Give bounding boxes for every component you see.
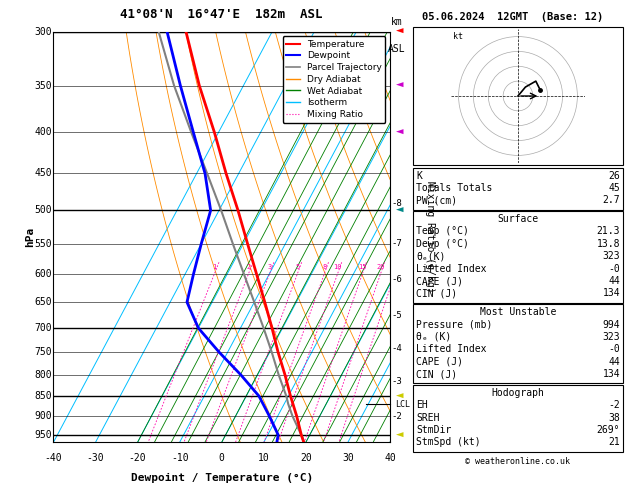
Text: 20: 20 <box>300 452 312 463</box>
Text: ◄: ◄ <box>396 429 403 441</box>
Text: 13.8: 13.8 <box>597 239 620 249</box>
Text: 10: 10 <box>258 452 270 463</box>
Text: 15: 15 <box>358 264 367 270</box>
Text: © weatheronline.co.uk: © weatheronline.co.uk <box>465 457 571 466</box>
Text: StmSpd (kt): StmSpd (kt) <box>416 437 481 448</box>
Text: Mixing Ratio (g/kg): Mixing Ratio (g/kg) <box>425 181 435 293</box>
Text: 44: 44 <box>608 357 620 367</box>
Text: K: K <box>416 171 422 181</box>
Text: -0: -0 <box>608 263 620 274</box>
Text: -4: -4 <box>392 344 403 353</box>
Text: Most Unstable: Most Unstable <box>480 307 556 317</box>
Text: 650: 650 <box>34 297 52 307</box>
Text: CAPE (J): CAPE (J) <box>416 276 464 286</box>
Text: 450: 450 <box>34 169 52 178</box>
Text: 600: 600 <box>34 269 52 279</box>
Text: 134: 134 <box>603 289 620 298</box>
Text: -30: -30 <box>87 452 104 463</box>
Text: -10: -10 <box>171 452 189 463</box>
Text: 750: 750 <box>34 347 52 357</box>
Text: 3: 3 <box>267 264 272 270</box>
Text: CIN (J): CIN (J) <box>416 289 457 298</box>
Text: 269°: 269° <box>597 425 620 435</box>
Text: Pressure (mb): Pressure (mb) <box>416 320 493 330</box>
Text: -6: -6 <box>392 276 403 284</box>
Text: StmDir: StmDir <box>416 425 452 435</box>
Text: 550: 550 <box>34 239 52 249</box>
Text: 2.7: 2.7 <box>603 195 620 206</box>
Text: Lifted Index: Lifted Index <box>416 263 487 274</box>
Text: 38: 38 <box>608 413 620 423</box>
Text: Surface: Surface <box>498 214 538 224</box>
Text: 1: 1 <box>212 264 216 270</box>
Text: ASL: ASL <box>388 44 406 54</box>
Text: 5: 5 <box>295 264 299 270</box>
Text: 323: 323 <box>603 332 620 342</box>
Text: Temp (°C): Temp (°C) <box>416 226 469 237</box>
Text: 850: 850 <box>34 391 52 401</box>
Text: -20: -20 <box>129 452 147 463</box>
Text: θₑ(K): θₑ(K) <box>416 251 446 261</box>
Text: -0: -0 <box>608 345 620 354</box>
Text: 350: 350 <box>34 81 52 90</box>
Text: Dewp (°C): Dewp (°C) <box>416 239 469 249</box>
Text: -8: -8 <box>392 199 403 208</box>
Text: 500: 500 <box>34 206 52 215</box>
Text: 05.06.2024  12GMT  (Base: 12): 05.06.2024 12GMT (Base: 12) <box>422 12 603 22</box>
Text: ◄: ◄ <box>396 390 403 402</box>
Text: 21.3: 21.3 <box>597 226 620 237</box>
Text: Lifted Index: Lifted Index <box>416 345 487 354</box>
Text: -2: -2 <box>392 412 403 420</box>
Text: 10: 10 <box>333 264 342 270</box>
Text: 40: 40 <box>384 452 396 463</box>
Legend: Temperature, Dewpoint, Parcel Trajectory, Dry Adiabat, Wet Adiabat, Isotherm, Mi: Temperature, Dewpoint, Parcel Trajectory… <box>282 36 386 122</box>
Text: ◄: ◄ <box>396 204 403 217</box>
Text: 0: 0 <box>219 452 225 463</box>
Text: LCL: LCL <box>395 399 410 409</box>
Text: 994: 994 <box>603 320 620 330</box>
Text: Dewpoint / Temperature (°C): Dewpoint / Temperature (°C) <box>131 473 313 483</box>
Text: 41°08'N  16°47'E  182m  ASL: 41°08'N 16°47'E 182m ASL <box>121 8 323 21</box>
Text: Totals Totals: Totals Totals <box>416 183 493 193</box>
Text: 900: 900 <box>34 411 52 421</box>
Text: 26: 26 <box>608 171 620 181</box>
Text: 700: 700 <box>34 323 52 333</box>
Text: ◄: ◄ <box>396 126 403 139</box>
Text: -3: -3 <box>392 377 403 386</box>
Text: kt: kt <box>453 32 463 41</box>
Text: 20: 20 <box>376 264 385 270</box>
Text: Hodograph: Hodograph <box>491 388 545 398</box>
Text: -40: -40 <box>45 452 62 463</box>
Text: ◄: ◄ <box>396 25 403 38</box>
Text: 323: 323 <box>603 251 620 261</box>
Text: CAPE (J): CAPE (J) <box>416 357 464 367</box>
Text: 44: 44 <box>608 276 620 286</box>
Text: θₑ (K): θₑ (K) <box>416 332 452 342</box>
Text: km: km <box>391 17 403 28</box>
Text: EH: EH <box>416 400 428 410</box>
Text: ◄: ◄ <box>396 79 403 92</box>
Text: 400: 400 <box>34 127 52 137</box>
Text: 800: 800 <box>34 370 52 380</box>
Text: -7: -7 <box>392 239 403 248</box>
Text: SREH: SREH <box>416 413 440 423</box>
Text: 8: 8 <box>322 264 326 270</box>
Text: 2: 2 <box>246 264 250 270</box>
Text: 134: 134 <box>603 369 620 379</box>
Text: 30: 30 <box>342 452 353 463</box>
Text: 950: 950 <box>34 430 52 440</box>
Text: 21: 21 <box>608 437 620 448</box>
Text: 45: 45 <box>608 183 620 193</box>
Text: PW (cm): PW (cm) <box>416 195 457 206</box>
Text: -5: -5 <box>392 311 403 320</box>
Text: hPa: hPa <box>25 227 35 247</box>
Text: -2: -2 <box>608 400 620 410</box>
Text: 300: 300 <box>34 27 52 36</box>
Text: CIN (J): CIN (J) <box>416 369 457 379</box>
